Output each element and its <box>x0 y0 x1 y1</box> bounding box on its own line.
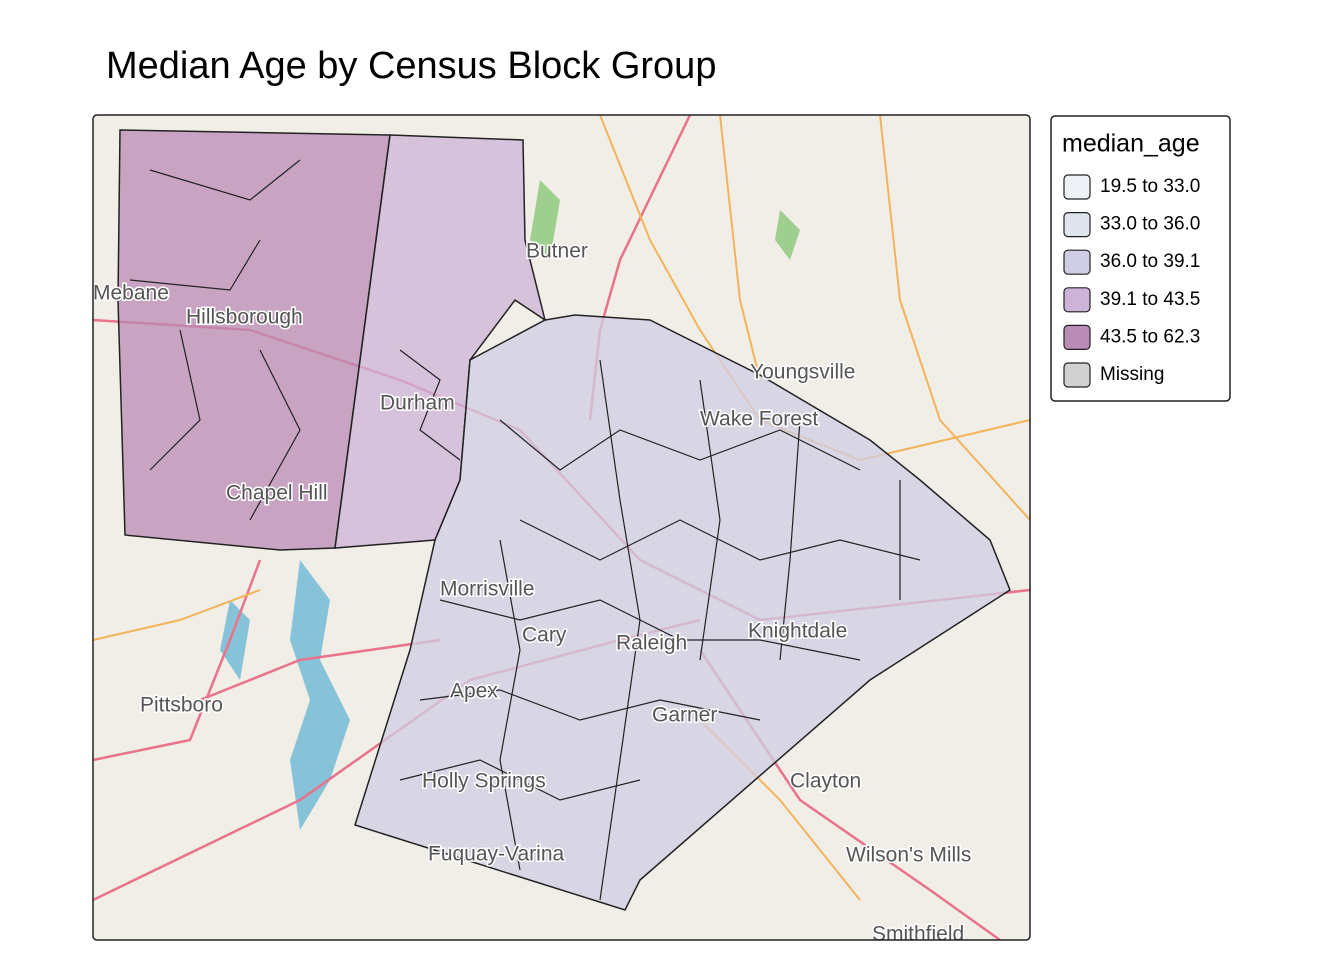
place-label: Apex <box>450 680 498 703</box>
place-label: Raleigh <box>616 632 687 655</box>
place-label: Butner <box>526 240 588 263</box>
place-label: Smithfield <box>872 923 964 946</box>
legend-swatch <box>1063 287 1091 313</box>
place-label: Knightdale <box>748 620 847 643</box>
map-frame <box>92 114 1031 941</box>
place-label: Garner <box>652 704 717 727</box>
place-label: Cary <box>522 624 567 647</box>
place-label: Wake Forest <box>700 408 818 431</box>
durham-county <box>334 134 547 549</box>
legend-label: Missing <box>1100 364 1164 385</box>
legend-label: 19.5 to 33.0 <box>1100 176 1200 197</box>
legend-box <box>1050 115 1231 402</box>
place-label: Fuquay-Varina <box>428 843 565 866</box>
place-label: Wilson's Mills <box>846 844 971 867</box>
place-label: Holly Springs <box>422 770 546 793</box>
legend-swatch <box>1063 324 1091 350</box>
map: Butner Mebane Hillsborough Youngsville D… <box>93 115 1030 946</box>
block-group-borders <box>129 159 921 901</box>
legend-label: 33.0 to 36.0 <box>1100 214 1200 235</box>
place-label: Clayton <box>790 770 861 793</box>
place-labels: Butner Mebane Hillsborough Youngsville D… <box>93 238 973 946</box>
place-label: Hillsborough <box>186 306 303 329</box>
place-label: Youngsville <box>750 361 855 384</box>
place-label: Morrisville <box>440 578 535 601</box>
legend-swatch <box>1063 174 1091 200</box>
legend-label: 36.0 to 39.1 <box>1100 251 1200 272</box>
place-label: Chapel Hill <box>226 482 328 505</box>
place-label: Durham <box>380 392 455 415</box>
legend-title: median_age <box>1062 130 1200 158</box>
legend-swatch <box>1063 362 1091 388</box>
legend-label: 43.5 to 62.3 <box>1100 326 1200 347</box>
place-label: Pittsboro <box>140 694 223 717</box>
block-groups <box>117 129 1011 911</box>
legend: median_age 19.5 to 33.0 33.0 to 36.0 36.0 … <box>1050 115 1231 402</box>
map-title: Median Age by Census Block Group <box>106 45 716 87</box>
legend-swatch <box>1063 212 1091 238</box>
place-label: Mebane <box>93 282 169 305</box>
legend-label: 39.1 to 43.5 <box>1100 289 1200 310</box>
legend-swatch <box>1063 249 1091 275</box>
